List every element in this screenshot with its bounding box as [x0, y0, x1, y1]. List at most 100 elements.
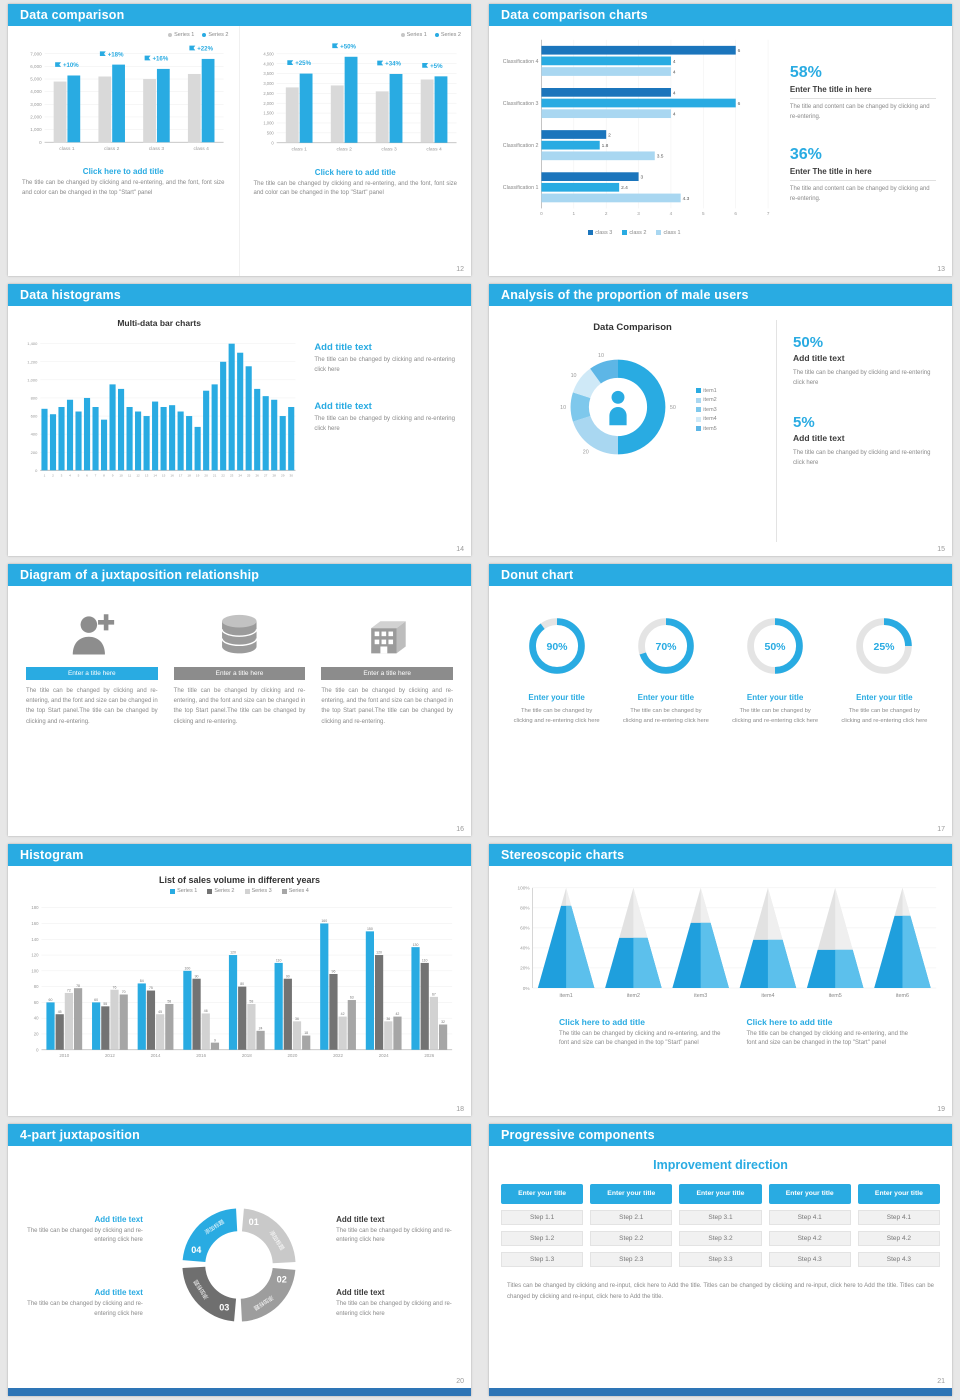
svg-text:160: 160	[31, 921, 39, 926]
donut-gauge-block: 50% Enter your title The title can be ch…	[726, 614, 825, 726]
svg-text:17: 17	[179, 473, 183, 477]
slide-18[interactable]: Histogram List of sales volume in differ…	[8, 844, 471, 1116]
stat-block: 36% Enter The title in here The title an…	[789, 146, 936, 204]
svg-text:2012: 2012	[105, 1053, 115, 1058]
slide-19[interactable]: Stereoscopic charts 0% 20% 40% 60% 80% 100% it…	[489, 844, 952, 1116]
chart-title: List of sales volume in different years	[158, 875, 321, 885]
chart-legend: item1 item2 item3 item4 item5	[696, 388, 717, 432]
svg-text:67: 67	[432, 993, 436, 997]
svg-text:11: 11	[128, 473, 131, 477]
legend-swatch	[400, 33, 405, 37]
slide-13[interactable]: Data comparison charts 0 1 2 3 4 5 6 7 6 4 4 Classi…	[489, 4, 952, 276]
svg-text:2016: 2016	[196, 1053, 206, 1058]
svg-text:7: 7	[95, 473, 97, 477]
gauge-title: Enter your title	[528, 693, 585, 702]
svg-text:7,000: 7,000	[30, 51, 42, 56]
svg-text:27: 27	[264, 473, 268, 477]
stat-title: Add title text	[793, 353, 845, 363]
svg-text:60: 60	[34, 1000, 39, 1005]
svg-text:75: 75	[149, 986, 153, 990]
slide-21[interactable]: Progressive components Improvement direc…	[489, 1124, 952, 1396]
stat-body: The title and content can be changed by …	[789, 104, 930, 120]
svg-text:21: 21	[213, 473, 217, 477]
legend-item: item2	[696, 397, 717, 403]
svg-text:item2: item2	[627, 993, 640, 999]
database-icon	[174, 606, 306, 658]
svg-text:96: 96	[332, 970, 336, 974]
slide-16[interactable]: Diagram of a juxtaposition relationship …	[8, 564, 471, 836]
svg-text:1,400: 1,400	[27, 341, 38, 346]
svg-text:4: 4	[673, 112, 676, 118]
svg-text:25: 25	[247, 473, 251, 477]
gauge-body: The title can be changed by clicking and…	[513, 708, 600, 724]
svg-text:16: 16	[170, 473, 174, 477]
svg-text:150: 150	[367, 927, 373, 931]
slide-body: 0% 20% 40% 60% 80% 100% item1 item2 item3 item4 it…	[489, 866, 952, 1049]
svg-text:4: 4	[673, 69, 676, 75]
slide-page-number: 16	[456, 826, 464, 833]
svg-text:55: 55	[103, 1002, 107, 1006]
slide-body: List of sales volume in different years …	[8, 866, 471, 1066]
svg-text:76: 76	[113, 985, 117, 989]
block-body: The title can be changed by clicking and…	[253, 180, 458, 197]
svg-text:item1: item1	[560, 993, 573, 999]
section-heading: Improvement direction	[653, 1158, 788, 1172]
svg-text:04: 04	[192, 1245, 203, 1255]
slide-page-number: 13	[937, 266, 945, 273]
title-button: Enter your title	[679, 1184, 762, 1204]
svg-text:32: 32	[441, 1020, 445, 1024]
block-body: The title can be changed by clicking and…	[336, 1301, 452, 1317]
svg-text:Classification 1: Classification 1	[503, 185, 539, 191]
slide-14[interactable]: Data histograms Multi-data bar charts 0 2…	[8, 284, 471, 556]
svg-text:class 4: class 4	[194, 146, 210, 152]
chart-wrap: 50 20 10 10 10 item1 item2 item3 item4 item5	[489, 337, 776, 482]
svg-text:90: 90	[195, 974, 199, 978]
slide-17[interactable]: Donut chart 90% Enter your title The tit…	[489, 564, 952, 836]
block-title: Click here to add title	[746, 1016, 833, 1027]
step-cell: Step 4.1	[768, 1210, 851, 1225]
svg-text:2026: 2026	[424, 1053, 434, 1058]
step-cell: Step 3.2	[679, 1231, 762, 1246]
stats-panel: 50% Add title text The title can be chan…	[776, 320, 952, 542]
slide-page-number: 12	[456, 266, 464, 273]
svg-text:3,000: 3,000	[263, 81, 274, 86]
slide-page-number: 15	[937, 546, 945, 553]
svg-text:120: 120	[376, 951, 382, 955]
text-block: Add title text The title can be changed …	[20, 1215, 143, 1246]
svg-text:9: 9	[112, 473, 114, 477]
legend-label: Series 2	[440, 32, 461, 38]
slide-20[interactable]: 4-part juxtaposition Add title text The …	[8, 1124, 471, 1396]
svg-text:class 1: class 1	[59, 146, 75, 152]
legend-item: item3	[696, 407, 717, 413]
svg-text:Classification 4: Classification 4	[503, 59, 539, 65]
slide-body: 0 1 2 3 4 5 6 7 6 4 4 Classification 4 4 6 4 Classifica…	[489, 26, 952, 276]
svg-text:100%: 100%	[518, 886, 531, 891]
svg-text:2010: 2010	[59, 1053, 69, 1058]
legend-label: Series 1	[174, 32, 195, 38]
svg-text:item4: item4	[761, 993, 774, 999]
column-body: The title can be changed by clicking and…	[26, 688, 158, 725]
comparison-left-panel: Series 1 Series 2 0 1,000 2,000 3,000 4,000 5…	[8, 26, 240, 276]
svg-text:2014: 2014	[151, 1053, 161, 1058]
svg-text:80: 80	[34, 984, 39, 989]
svg-text:item3: item3	[694, 993, 707, 999]
svg-text:+16%: +16%	[153, 56, 169, 63]
slide-page-number: 19	[937, 1106, 945, 1113]
block-title: Click here to add title	[82, 167, 164, 177]
svg-text:6,000: 6,000	[30, 64, 42, 69]
legend-swatch	[170, 888, 176, 894]
legend-swatch	[168, 33, 173, 37]
slide-page-number: 17	[937, 826, 945, 833]
svg-text:2,500: 2,500	[263, 91, 274, 96]
male-users-donut-chart: 50 20 10 10 10	[548, 337, 688, 482]
block-body: The title can be changed by clicking and…	[314, 416, 455, 432]
slide-15[interactable]: Analysis of the proportion of male users…	[489, 284, 952, 556]
legend-label: item4	[703, 416, 717, 422]
svg-text:72: 72	[67, 989, 71, 993]
svg-text:0: 0	[540, 211, 543, 216]
svg-text:03: 03	[220, 1302, 230, 1312]
comparison-right-panel: Series 1 Series 2 0 500 1,000 1,500 2,000 2,5…	[240, 26, 472, 276]
svg-text:2,000: 2,000	[30, 115, 42, 120]
slide-12[interactable]: Data comparison Series 1 Series 2 0 1,000…	[8, 4, 471, 276]
